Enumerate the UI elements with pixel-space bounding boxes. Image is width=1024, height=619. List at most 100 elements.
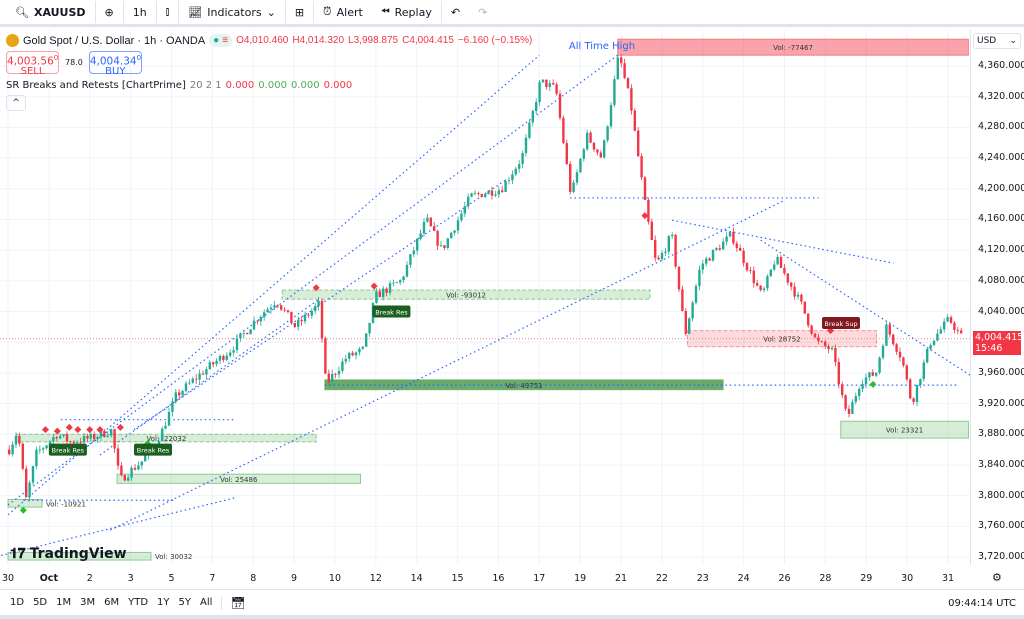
- candle: [535, 102, 538, 111]
- candle: [341, 361, 344, 371]
- candle: [433, 226, 436, 231]
- undo-button[interactable]: ↶: [442, 1, 469, 23]
- candle: [300, 320, 303, 322]
- candle: [191, 378, 194, 383]
- candle: [314, 306, 317, 311]
- candle: [793, 286, 796, 297]
- candle: [677, 266, 681, 290]
- price-tick: 4,120.000: [978, 244, 1024, 256]
- candle: [745, 263, 749, 271]
- buy-button[interactable]: 4,004.340 BUY: [88, 51, 142, 77]
- time-axis[interactable]: ⚙︎ 30 Oct 2 3 5 7 8 9 10 12 14 15 16 17 19 21 22 23 24 26 28…: [0, 565, 1024, 590]
- candle: [956, 330, 959, 331]
- axis-settings-icon[interactable]: ⚙︎: [992, 571, 1002, 584]
- resistance-diamond-marker: [65, 423, 73, 431]
- candle: [368, 322, 371, 334]
- candle: [409, 254, 412, 265]
- time-tick: 30: [901, 573, 914, 584]
- break-label-text: Break Sup: [824, 320, 857, 328]
- indicators-button[interactable]: 📈︎ Indicators ⌄: [179, 1, 286, 23]
- candle: [705, 258, 708, 264]
- price-tick: 3,800.000: [978, 489, 1024, 501]
- candle: [817, 337, 820, 342]
- candle: [351, 352, 354, 356]
- candle: [960, 330, 963, 334]
- currency-selector[interactable]: USD ⌄: [973, 33, 1021, 49]
- range-3m[interactable]: 3M: [80, 597, 96, 608]
- candle: [164, 425, 167, 429]
- candle: [514, 168, 517, 175]
- bottom-toolbar: 1D 5D 1M 3M 6M YTD 1Y 5Y All 📅︎ 09:44:14 UTC: [0, 590, 1024, 619]
- candle: [144, 455, 147, 462]
- candle: [599, 152, 602, 158]
- zone-label: Vol: 30032: [155, 553, 192, 561]
- range-5y[interactable]: 5Y: [178, 597, 192, 608]
- break-label-text: Break Res: [52, 447, 85, 455]
- price-axis[interactable]: [970, 30, 1024, 565]
- market-status[interactable]: ● ≡: [209, 34, 233, 47]
- time-tick: 16: [492, 573, 505, 584]
- chart-type-button[interactable]: ⫾: [157, 1, 180, 23]
- indicator-legend[interactable]: SR Breaks and Retests [ChartPrime] 20 2 …: [6, 80, 353, 91]
- candle: [416, 238, 419, 251]
- last-price-tag: 4,004.415 15:46: [973, 331, 1024, 355]
- candle: [252, 320, 256, 330]
- volume-zone: [840, 420, 969, 439]
- interval-button[interactable]: 1h: [124, 1, 157, 23]
- candle: [453, 230, 456, 233]
- candle: [589, 132, 592, 143]
- candle: [8, 449, 11, 455]
- candle: [473, 193, 477, 195]
- chart-legend: Gold Spot / U.S. Dollar · 1h · OANDA ● ≡ …: [6, 32, 532, 111]
- range-ytd[interactable]: YTD: [128, 597, 149, 608]
- range-1m[interactable]: 1M: [56, 597, 72, 608]
- sell-button[interactable]: 4,003.560 SELL: [6, 51, 59, 77]
- range-all[interactable]: All: [200, 597, 213, 608]
- candle: [558, 93, 562, 118]
- compare-button[interactable]: ⊕: [96, 1, 124, 23]
- candle: [858, 388, 861, 397]
- alarm-icon: ⏰︎: [323, 5, 332, 18]
- collapse-legend-button[interactable]: ^: [6, 95, 26, 111]
- candle: [116, 448, 120, 466]
- market-open-dot-icon: ●: [213, 35, 220, 46]
- break-sup-label: [821, 317, 860, 330]
- candle: [382, 288, 385, 298]
- range-5d[interactable]: 5D: [33, 597, 48, 608]
- range-6m[interactable]: 6M: [104, 597, 120, 608]
- candle: [725, 236, 728, 242]
- redo-button[interactable]: ↷: [469, 1, 496, 23]
- candle: [429, 217, 432, 227]
- time-tick: 22: [655, 573, 668, 584]
- layouts-button[interactable]: ⊞: [286, 1, 315, 23]
- candle: [586, 132, 589, 150]
- symbol-search[interactable]: 🔍︎ XAUUSD: [6, 1, 96, 23]
- time-tick: 23: [696, 573, 709, 584]
- candle: [354, 352, 358, 356]
- plus-circle-icon: ⊕: [104, 5, 114, 19]
- candle: [494, 194, 497, 196]
- resistance-diamond-marker: [312, 284, 320, 292]
- candle: [841, 384, 844, 396]
- candle: [48, 441, 52, 446]
- price-tick: 4,360.000: [978, 60, 1024, 71]
- candle: [201, 373, 205, 375]
- price-tick: 3,960.000: [978, 366, 1024, 378]
- redo-icon: ↷: [478, 5, 488, 19]
- date-range-icon[interactable]: 📅︎: [221, 595, 246, 610]
- price-tick: 3,720.000: [978, 551, 1024, 562]
- candle: [786, 273, 789, 283]
- range-1y[interactable]: 1Y: [157, 597, 170, 608]
- candle: [331, 373, 334, 383]
- replay-button[interactable]: ⏪︎ Replay: [372, 1, 442, 23]
- clock[interactable]: 09:44:14 UTC: [948, 598, 1016, 609]
- candle: [616, 57, 619, 80]
- candle: [18, 435, 21, 444]
- time-tick: 26: [778, 573, 791, 584]
- price-chart[interactable]: Vol: -77467 Vol: -93012 Vol: 49751 Vol: 287…: [0, 30, 970, 565]
- candle: [133, 467, 137, 470]
- candle: [171, 401, 174, 412]
- alert-button[interactable]: ⏰︎ Alert: [323, 5, 363, 19]
- range-1d[interactable]: 1D: [10, 597, 25, 608]
- candle: [902, 357, 905, 366]
